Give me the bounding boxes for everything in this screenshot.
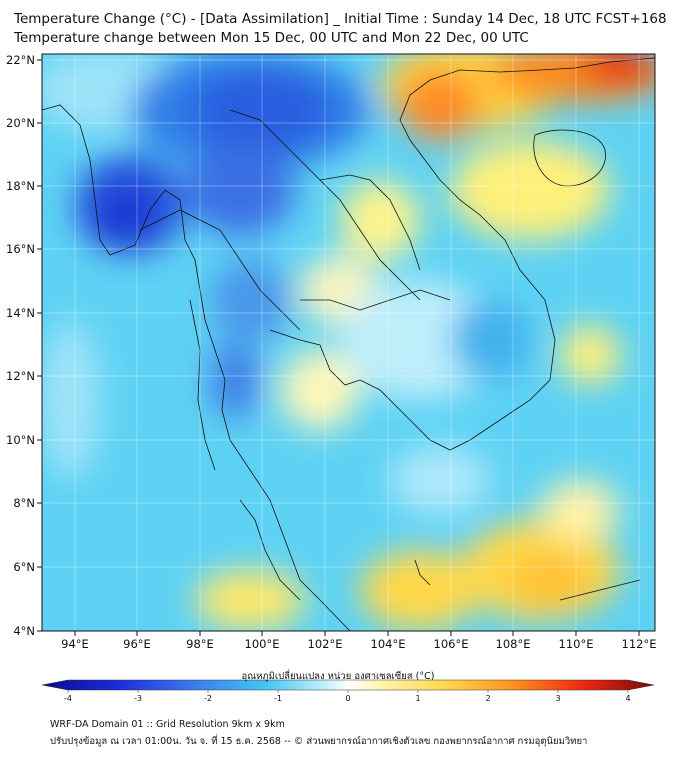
lon-tick-label: 94°E [61,637,89,651]
lat-tick-label: 16°N [6,242,35,256]
lon-axis-labels: 94°E 96°E 98°E 100°E 102°E 104°E 106°E 1… [61,637,656,651]
colorbar-tick-label: -4 [64,694,72,703]
colorbar-ticks [67,690,629,693]
coastlines [42,57,655,631]
map-subtitle: Temperature change between Mon 15 Dec, 0… [14,30,529,46]
lon-tick-label: 102°E [308,637,343,651]
colorbar-tick-label: 0 [345,694,350,703]
tick-marks [37,59,640,636]
lat-tick-label: 18°N [6,179,35,193]
lon-tick-label: 112°E [622,637,657,651]
map-frame [41,53,656,632]
colorbar-tick-label: 1 [415,694,420,703]
lat-axis-labels: 22°N 20°N 18°N 16°N 14°N 12°N 10°N 8°N 6… [6,53,35,638]
lat-tick-label: 6°N [13,560,35,574]
lon-tick-label: 108°E [496,637,531,651]
colorbar-tick-label: -1 [274,694,282,703]
footer-model-info: WRF-DA Domain 01 :: Grid Resolution 9km … [50,719,285,730]
lat-tick-label: 22°N [6,53,35,67]
lon-tick-label: 98°E [186,637,214,651]
map-title: Temperature Change (°C) - [Data Assimila… [14,11,667,27]
lat-tick-label: 12°N [6,369,35,383]
lon-tick-label: 110°E [559,637,594,651]
lon-tick-label: 104°E [371,637,406,651]
lat-tick-label: 20°N [6,116,35,130]
colorbar-tick-label: -2 [204,694,212,703]
temperature-field [42,54,655,631]
lon-tick-label: 106°E [434,637,469,651]
colorbar-title: อุณหภูมิเปลี่ยนแปลง หน่วย องศาเซลเซียส (… [241,671,435,682]
lon-tick-label: 96°E [123,637,151,651]
lat-tick-label: 14°N [6,306,35,320]
gridlines [42,54,655,631]
lat-tick-label: 8°N [13,496,35,510]
footer-credit: ปรับปรุงข้อมูล ณ เวลา 01:00น. วัน จ. ที่… [50,736,588,747]
colorbar-tick-label: -3 [134,694,142,703]
colorbar-tick-label: 3 [555,694,560,703]
lat-tick-label: 10°N [6,433,35,447]
lat-tick-label: 4°N [13,624,35,638]
lon-tick-label: 100°E [245,637,280,651]
colorbar-tick-label: 4 [625,694,630,703]
colorbar: -4 -3 -2 -1 0 1 2 3 4 [41,679,655,703]
colorbar-tick-label: 2 [485,694,490,703]
